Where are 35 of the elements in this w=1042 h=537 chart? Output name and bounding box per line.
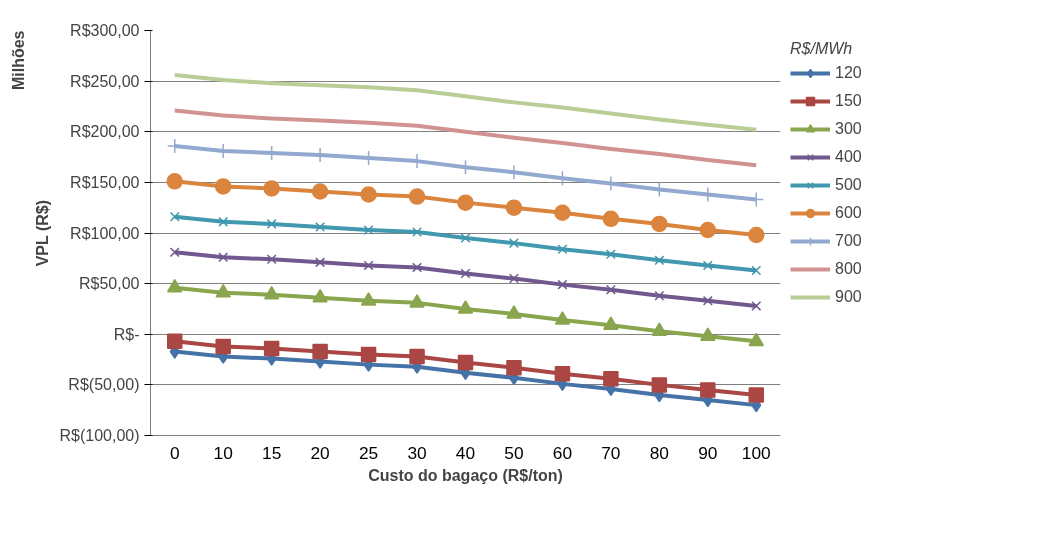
x-tick-label: 50 — [504, 442, 524, 463]
y-tick-label: R$250,00 — [70, 72, 140, 90]
y-tick-label: R$100,00 — [70, 224, 140, 242]
legend-label: 800 — [835, 260, 862, 278]
legend-label: 600 — [835, 204, 862, 222]
y-tick-label: R$(100,00) — [59, 427, 140, 444]
y-axis-title: VPL (R$) — [34, 199, 52, 267]
x-tick-label: 10 — [213, 442, 233, 463]
x-tick-label: 0 — [169, 442, 180, 463]
y-tick-label: R$150,00 — [70, 173, 140, 191]
x-tick-label: 20 — [310, 442, 330, 463]
y-tick-label: R$- — [113, 325, 140, 343]
x-tick-label: 25 — [358, 442, 379, 463]
legend-label: 300 — [835, 120, 862, 138]
x-tick-label: 70 — [601, 442, 621, 463]
legend-title: R$/MWh — [790, 40, 854, 58]
legend-label: 150 — [835, 92, 862, 110]
y-tick-label: R$(50,00) — [68, 376, 140, 394]
legend-label: 700 — [835, 232, 862, 250]
legend-label: 400 — [835, 148, 862, 166]
x-tick-label: 40 — [455, 442, 476, 463]
x-axis-title: Custo do bagaço (R$/ton) — [368, 466, 563, 484]
y-tick-label: R$50,00 — [79, 275, 140, 293]
y-tick-label: R$200,00 — [70, 123, 140, 141]
legend-label: 900 — [835, 288, 862, 306]
text: Milhões — [9, 30, 27, 91]
legend-label: 120 — [835, 64, 862, 82]
x-tick-label: 15 — [262, 442, 282, 463]
x-tick-label: 90 — [698, 442, 718, 463]
legend-label: 500 — [835, 176, 862, 194]
x-tick-label: 100 — [741, 442, 771, 463]
x-tick-label: 80 — [649, 442, 669, 463]
y-tick-label: R$300,00 — [70, 22, 140, 39]
x-tick-label: 30 — [407, 442, 427, 463]
x-tick-label: 60 — [552, 442, 573, 463]
